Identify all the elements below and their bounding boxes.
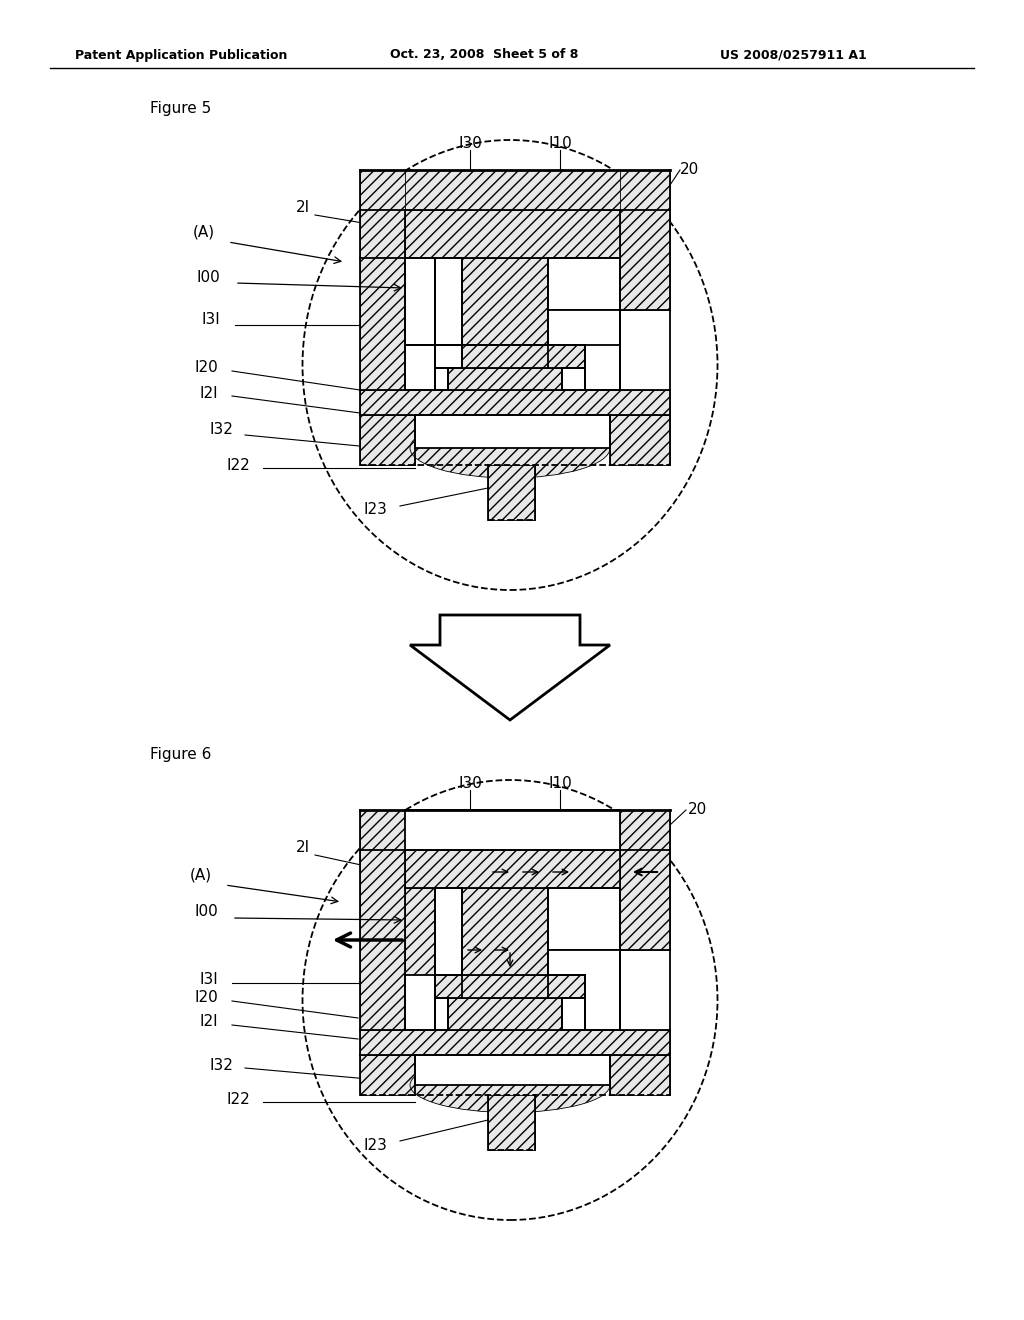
Polygon shape [406,975,435,1030]
Polygon shape [548,888,620,950]
Polygon shape [610,414,670,465]
Polygon shape [435,257,462,345]
Text: I00: I00 [195,904,218,920]
Polygon shape [488,1096,535,1150]
Polygon shape [449,368,562,389]
Polygon shape [435,975,585,998]
Ellipse shape [410,1057,610,1113]
Polygon shape [435,888,462,975]
Text: I23: I23 [364,1138,387,1152]
Text: 2I: 2I [296,841,310,855]
Polygon shape [406,850,620,888]
Polygon shape [548,950,620,1030]
Polygon shape [462,257,548,345]
Polygon shape [562,368,585,389]
Polygon shape [620,170,670,310]
Text: I10: I10 [548,136,571,150]
Text: I23: I23 [364,503,387,517]
Polygon shape [610,1055,670,1096]
Text: I00: I00 [197,271,220,285]
Polygon shape [562,998,585,1030]
Polygon shape [488,465,535,520]
Polygon shape [548,257,620,310]
Polygon shape [406,257,435,389]
Polygon shape [410,615,610,719]
Text: (A): (A) [193,224,215,239]
Text: I20: I20 [195,360,218,375]
Text: 2I: 2I [296,201,310,215]
Text: I3I: I3I [200,973,218,987]
Text: I2I: I2I [200,385,218,400]
Text: Figure 5: Figure 5 [150,100,211,116]
Polygon shape [449,998,562,1030]
Polygon shape [415,1055,610,1085]
Polygon shape [435,368,449,389]
Text: Patent Application Publication: Patent Application Publication [75,49,288,62]
Polygon shape [360,1030,670,1055]
Text: I30: I30 [458,136,482,150]
Polygon shape [360,810,406,1030]
Polygon shape [406,345,435,389]
Text: I32: I32 [209,422,233,437]
Polygon shape [548,257,620,310]
Text: I22: I22 [226,458,250,474]
Polygon shape [406,810,620,850]
Polygon shape [360,170,670,210]
Text: (A): (A) [189,867,212,883]
Text: I30: I30 [458,776,482,791]
Polygon shape [548,257,620,310]
Polygon shape [360,1055,415,1096]
Text: Figure 6: Figure 6 [150,747,211,763]
Polygon shape [415,414,610,447]
Ellipse shape [302,140,718,590]
Polygon shape [548,888,620,950]
Text: I3I: I3I [202,313,220,327]
Polygon shape [360,170,406,389]
Polygon shape [406,257,462,368]
Polygon shape [406,888,435,1030]
Text: 20: 20 [680,162,699,177]
Polygon shape [548,310,620,389]
Polygon shape [435,998,449,1030]
Polygon shape [360,810,670,850]
Text: I10: I10 [548,776,571,791]
Polygon shape [360,414,415,465]
Polygon shape [360,389,670,414]
Polygon shape [406,210,620,257]
Text: 20: 20 [688,803,708,817]
Text: I2I: I2I [200,1015,218,1030]
Polygon shape [620,810,670,950]
Polygon shape [462,888,548,975]
Text: I32: I32 [209,1057,233,1072]
Text: Oct. 23, 2008  Sheet 5 of 8: Oct. 23, 2008 Sheet 5 of 8 [390,49,579,62]
Text: I22: I22 [226,1093,250,1107]
Polygon shape [415,414,610,447]
Text: US 2008/0257911 A1: US 2008/0257911 A1 [720,49,866,62]
Polygon shape [415,1055,610,1085]
Ellipse shape [410,418,610,478]
Polygon shape [435,345,585,368]
Text: I20: I20 [195,990,218,1006]
Ellipse shape [302,780,718,1220]
